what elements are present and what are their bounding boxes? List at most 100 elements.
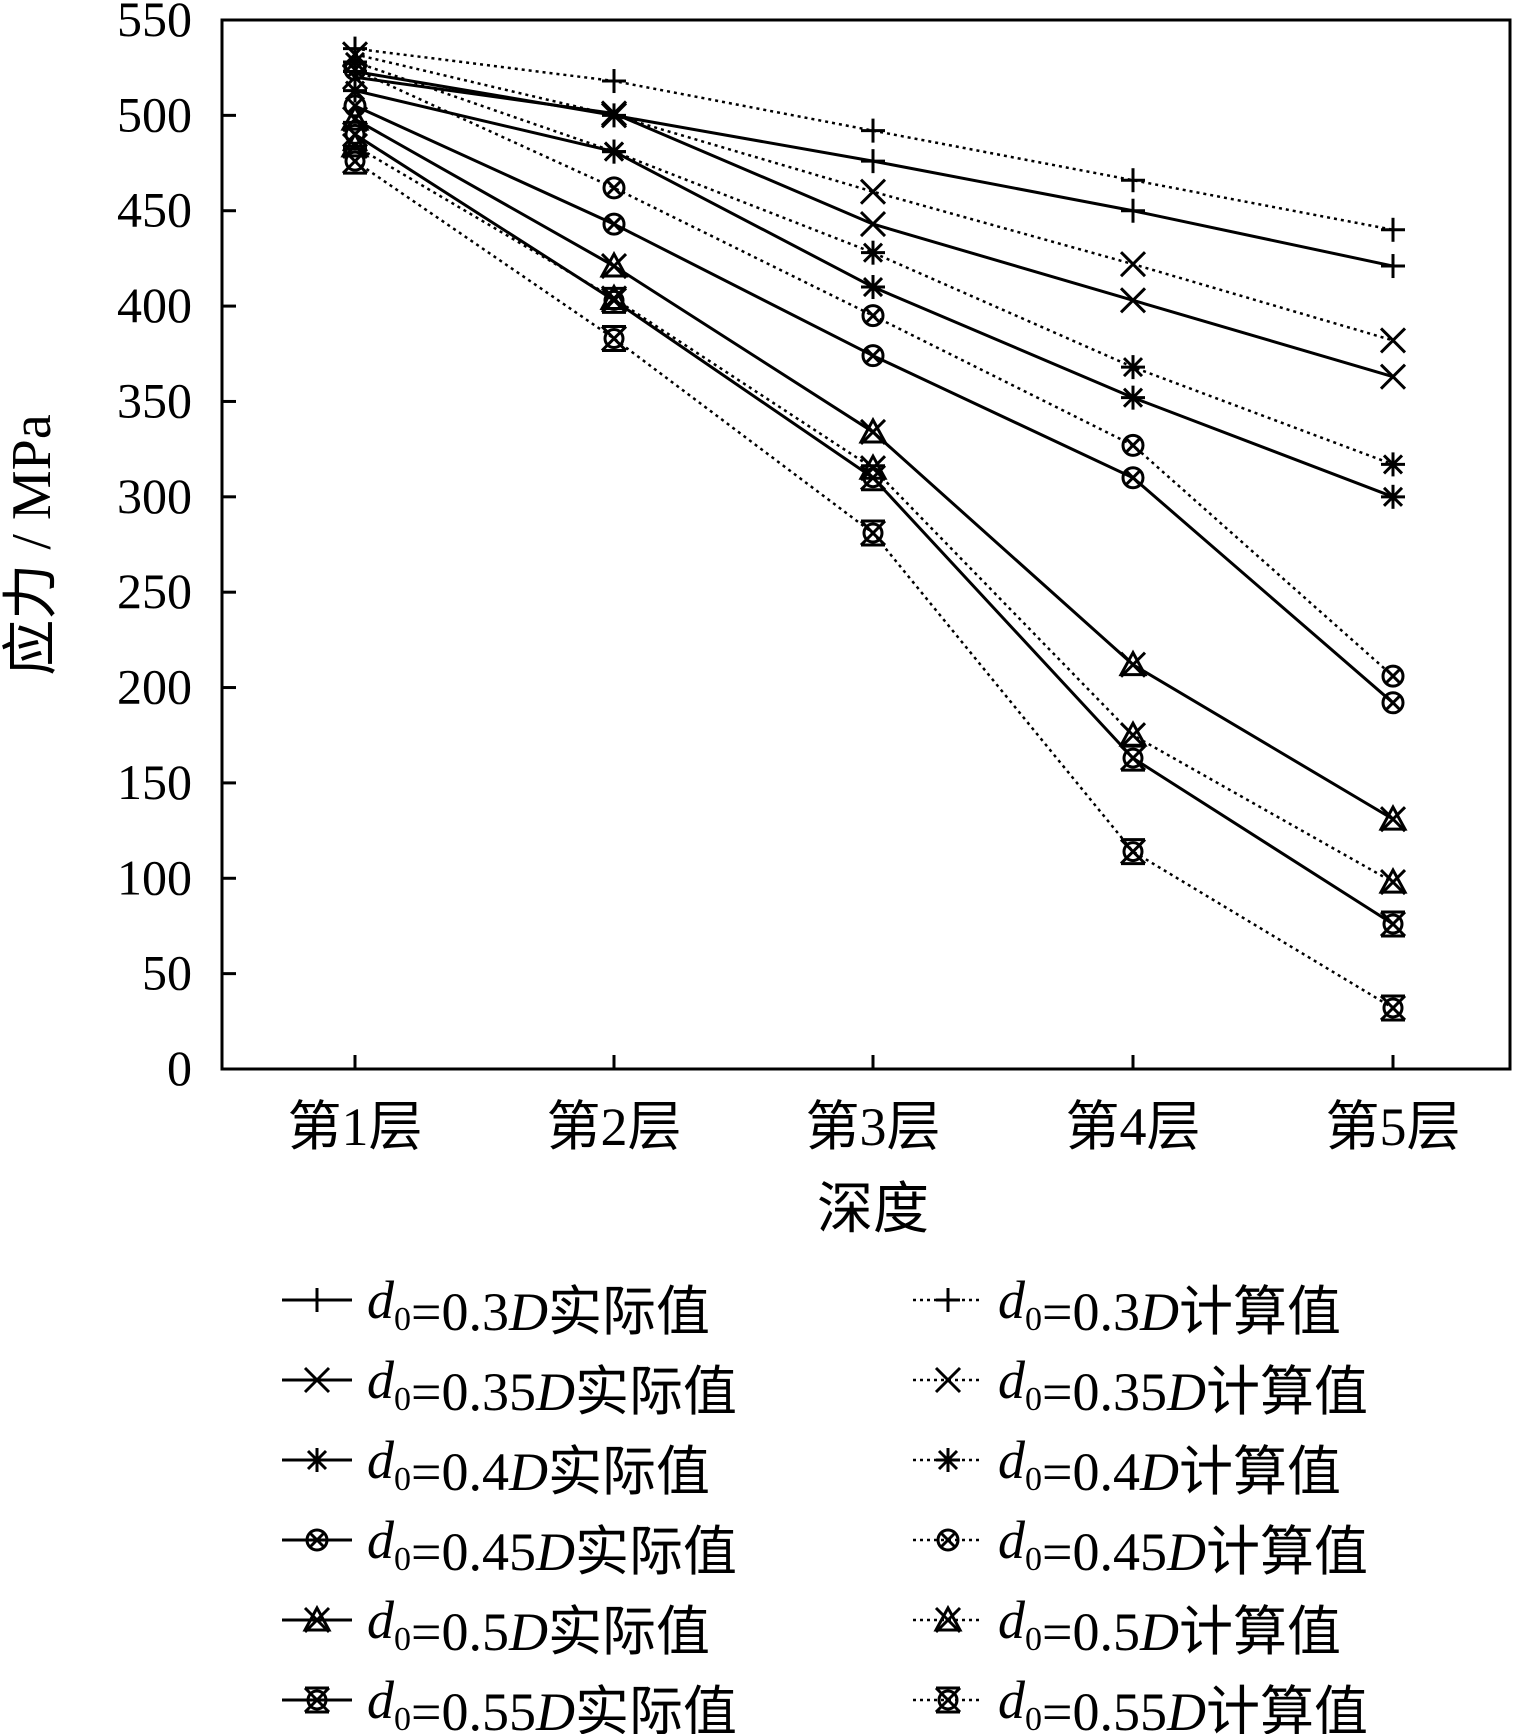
marker-circle xyxy=(1121,466,1145,490)
legend-label-part: 实际值 xyxy=(548,1602,710,1662)
marker-stroke xyxy=(859,519,887,547)
marker-stroke xyxy=(1379,994,1407,1022)
marker-plus xyxy=(936,1288,960,1312)
legend-label-part: D xyxy=(508,1602,548,1662)
marker-circle xyxy=(344,150,366,172)
marker-stroke xyxy=(306,1449,328,1471)
series-0.55D-calc xyxy=(341,147,1407,1022)
legend-label-part: 计算值 xyxy=(1179,1442,1341,1502)
marker-circlex xyxy=(343,58,367,82)
legend-label-part: D xyxy=(535,1522,575,1582)
y-tick-label: 300 xyxy=(117,468,192,524)
marker-asterisk xyxy=(1121,355,1145,380)
marker-x xyxy=(1379,363,1407,390)
legend-label-part: d xyxy=(367,1590,395,1650)
marker-circlex xyxy=(861,344,885,368)
marker-stroke xyxy=(600,325,628,352)
marker-stroke xyxy=(937,1449,959,1471)
marker-plus xyxy=(1121,168,1145,193)
marker-circle xyxy=(603,328,625,350)
marker-stroke xyxy=(1382,454,1404,475)
marker-circlex xyxy=(602,176,626,200)
marker-asterisk xyxy=(861,240,885,265)
legend-label-part: =0.35 xyxy=(411,1362,536,1422)
legend-label: d0=0.3D实际值 xyxy=(367,1270,710,1342)
legend-label-part: d xyxy=(998,1350,1026,1410)
legend-label-part: D xyxy=(1166,1682,1206,1734)
marker-stroke xyxy=(1119,722,1147,749)
legend-item: d0=0.45D实际值 xyxy=(282,1510,737,1582)
series-group xyxy=(340,36,1408,1022)
legend-label-part: =0.5 xyxy=(411,1602,509,1662)
legend-label: d0=0.35D计算值 xyxy=(998,1350,1368,1422)
marker-triangle xyxy=(1378,866,1408,896)
marker-bowtie xyxy=(1379,910,1407,938)
series-0.45D-actual xyxy=(343,94,1405,715)
marker-bowtie xyxy=(1119,744,1147,772)
marker-circlex xyxy=(861,304,885,328)
marker-bowtie xyxy=(303,1686,331,1714)
marker-triangle xyxy=(933,1604,963,1634)
marker-circle xyxy=(936,1528,960,1552)
series-line xyxy=(354,53,1394,342)
series-0.3D-calc xyxy=(343,36,1405,242)
legend-label-part: =0.55 xyxy=(1042,1682,1167,1734)
marker-triangle xyxy=(1118,649,1148,677)
marker-stroke xyxy=(939,1531,957,1549)
marker-stroke xyxy=(1384,694,1402,711)
marker-plus xyxy=(602,69,626,94)
series-0.45D-calc xyxy=(343,58,1405,688)
marker-stroke xyxy=(600,287,628,314)
marker-circle xyxy=(603,289,625,311)
legend-label: d0=0.55D计算值 xyxy=(998,1670,1368,1734)
marker-stroke xyxy=(1379,806,1407,833)
marker-triangle xyxy=(858,416,888,446)
legend-label-part: d xyxy=(367,1430,395,1490)
legend-item: d0=0.4D实际值 xyxy=(282,1430,710,1502)
legend-label-part: 0 xyxy=(394,1701,411,1734)
legend-item: d0=0.55D计算值 xyxy=(913,1670,1368,1734)
y-tick-label: 50 xyxy=(142,945,192,1001)
legend-label-part: =0.4 xyxy=(411,1442,509,1502)
legend-label-part: 实际值 xyxy=(575,1362,737,1422)
marker-stroke xyxy=(308,1531,326,1549)
legend-label-part: 0 xyxy=(394,1621,411,1658)
legend-label-part: 0 xyxy=(1025,1541,1042,1578)
marker-asterisk xyxy=(936,1448,960,1472)
marker-stroke xyxy=(1384,668,1402,685)
legend-item: d0=0.5D实际值 xyxy=(282,1590,710,1662)
marker-stroke xyxy=(864,347,882,364)
y-tick-label: 450 xyxy=(117,182,192,238)
legend-label: d0=0.3D计算值 xyxy=(998,1270,1341,1342)
marker-asterisk xyxy=(861,275,885,300)
marker-x xyxy=(600,102,628,129)
marker-triangle xyxy=(302,1604,332,1632)
marker-circle xyxy=(602,212,626,236)
legend-label: d0=0.55D实际值 xyxy=(367,1670,737,1734)
legend-label-part: 实际值 xyxy=(575,1522,737,1582)
marker-triangle xyxy=(599,250,629,278)
legend-item: d0=0.4D计算值 xyxy=(913,1430,1341,1502)
legend-label: d0=0.45D实际值 xyxy=(367,1510,737,1582)
y-tick-label: 550 xyxy=(117,0,192,47)
marker-stroke xyxy=(341,148,369,175)
marker-stroke xyxy=(1382,486,1404,507)
legend-label-part: D xyxy=(1139,1442,1179,1502)
series-line xyxy=(354,47,1394,232)
series-0.55D-actual xyxy=(341,120,1407,938)
legend-label-part: D xyxy=(1166,1362,1206,1422)
marker-triangle xyxy=(1378,804,1408,831)
marker-bowtie xyxy=(600,286,628,314)
legend-label-part: 计算值 xyxy=(1179,1602,1341,1662)
marker-asterisk xyxy=(1381,484,1405,509)
marker-circlex xyxy=(1121,433,1145,457)
legend-label: d0=0.4D实际值 xyxy=(367,1430,710,1502)
marker-circlex xyxy=(1121,466,1145,490)
marker-x xyxy=(1119,251,1147,278)
legend-label-part: =0.3 xyxy=(1042,1282,1140,1342)
marker-x xyxy=(934,1366,962,1394)
legend-label-part: 0 xyxy=(1025,1621,1042,1658)
legend-label: d0=0.35D实际值 xyxy=(367,1350,737,1422)
legend-label-part: =0.35 xyxy=(1042,1362,1167,1422)
legend-label-part: d xyxy=(367,1350,395,1410)
